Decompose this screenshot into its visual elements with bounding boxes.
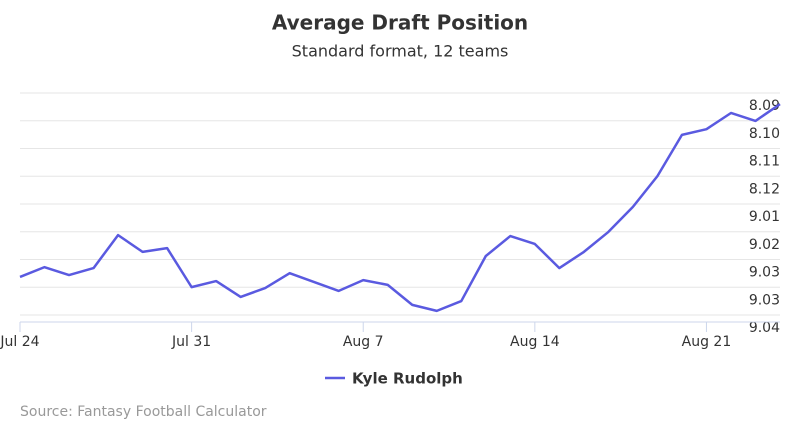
legend-label: Kyle Rudolph (352, 370, 463, 388)
y-tick-label: 8.11 (749, 154, 780, 170)
line (19, 103, 781, 313)
y-tick-label: 9.03 (749, 292, 780, 308)
y-tick-label: 9.02 (749, 237, 780, 253)
chart-subtitle: Standard format, 12 teams (292, 42, 509, 61)
chart-title: Average Draft Position (272, 11, 528, 35)
x-tick-label: Aug 14 (510, 334, 560, 350)
y-tick-label: 8.10 (749, 126, 780, 142)
x-tick-label: Aug 21 (682, 334, 732, 350)
source: Source: Fantasy Football Calculator (20, 404, 267, 420)
y-tick-label: 8.12 (749, 181, 780, 197)
y-tick-label: 9.03 (749, 265, 780, 281)
x-tick-label: Aug 7 (343, 334, 384, 350)
x-tick-label: Jul 31 (171, 334, 211, 350)
y-tick-label: 9.01 (749, 209, 780, 225)
y-tick-label: 9.04 (749, 320, 780, 336)
x-tick-label: Jul 24 (0, 334, 40, 350)
